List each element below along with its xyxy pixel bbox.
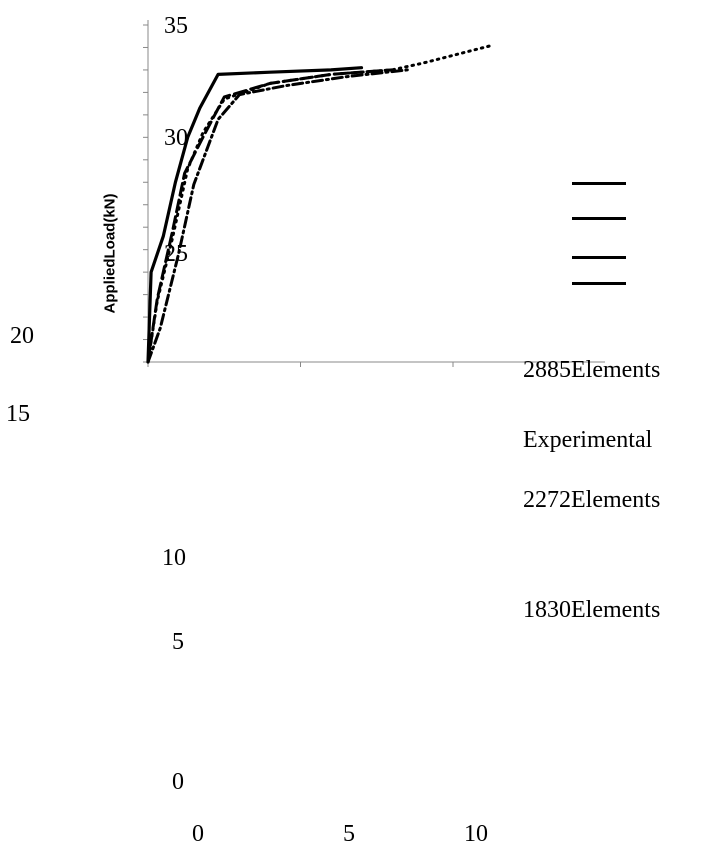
legend-marker-experimental xyxy=(572,217,626,220)
legend-label-1830: 1830Elements xyxy=(523,597,661,623)
series-line-experimental xyxy=(146,43,495,364)
y-axis-label: AppliedLoad(kN) xyxy=(101,193,119,314)
x-tick-label: 10 xyxy=(464,821,488,847)
series-line-2272elements xyxy=(146,68,394,364)
y-tick-label: 15 xyxy=(6,401,30,427)
y-tick-label: 35 xyxy=(164,13,188,39)
series-line-2885elements xyxy=(146,66,364,364)
legend-label-experimental: Experimental xyxy=(523,427,653,453)
axis-ticks xyxy=(143,24,454,367)
legend-marker-2885 xyxy=(572,182,626,185)
y-tick-label: 5 xyxy=(172,629,184,655)
legend-label-2885: 2885Elements xyxy=(523,357,661,383)
y-tick-label: 10 xyxy=(162,545,186,571)
legend-marker-2272 xyxy=(572,256,626,259)
x-tick-label: 5 xyxy=(343,821,355,847)
x-tick-label: 0 xyxy=(192,821,204,847)
y-tick-label: 30 xyxy=(164,125,188,151)
legend-label-2272: 2272Elements xyxy=(523,487,661,513)
series-line-1830elements xyxy=(146,68,409,364)
y-tick-label: 0 xyxy=(172,769,184,795)
plot-area xyxy=(146,43,495,364)
legend-marker-1830 xyxy=(572,282,626,285)
y-tick-label: 20 xyxy=(10,323,34,349)
y-tick-label: 25 xyxy=(164,241,188,267)
